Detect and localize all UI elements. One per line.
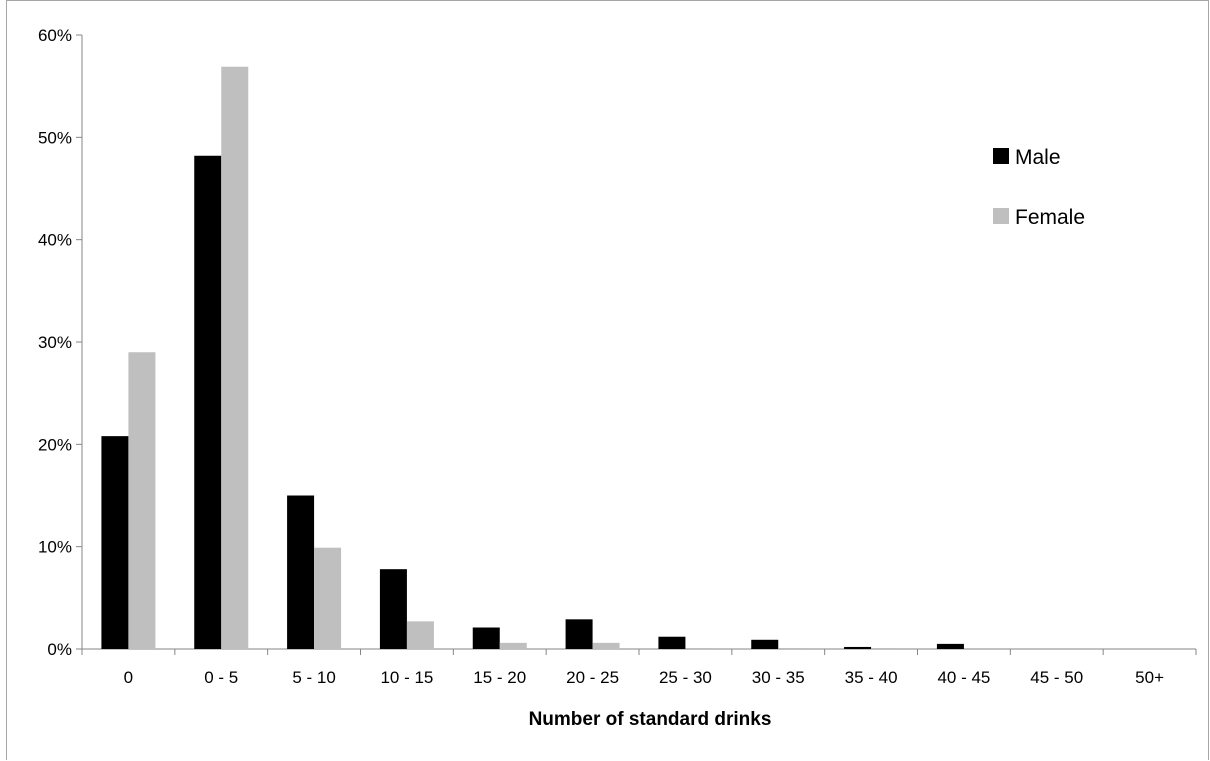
bar-male xyxy=(101,436,129,649)
x-tick-label: 45 - 50 xyxy=(1030,668,1083,687)
x-tick-label: 0 xyxy=(124,668,133,687)
legend: Male Female xyxy=(993,146,1085,229)
y-tick-label: 50% xyxy=(38,128,72,147)
bar-female xyxy=(685,647,713,649)
bar-female xyxy=(592,642,620,649)
bar-female xyxy=(314,547,342,649)
bar-female xyxy=(778,647,806,649)
x-tick-label: 50+ xyxy=(1135,668,1164,687)
bar-female xyxy=(221,66,249,650)
x-tick-label: 0 - 5 xyxy=(204,668,238,687)
y-axis: 0% 10% 20% 30% 40% 50% 60% xyxy=(38,26,83,659)
y-tick-label: 30% xyxy=(38,333,72,352)
bar-male xyxy=(472,627,500,649)
bar-male xyxy=(287,495,315,649)
legend-swatch-male xyxy=(993,148,1009,164)
legend-label-male: Male xyxy=(1015,146,1061,169)
x-axis: 0 0 - 5 5 - 10 10 - 15 15 - 20 20 - 25 25 - 30… xyxy=(81,648,1197,687)
y-tick-label: 0% xyxy=(47,640,72,659)
bar-female xyxy=(128,352,156,649)
y-tick-label: 60% xyxy=(38,26,72,45)
chart-frame xyxy=(6,0,1209,760)
bars xyxy=(101,66,964,650)
x-tick-label: 20 - 25 xyxy=(566,668,619,687)
bar-female xyxy=(499,642,527,649)
bar-male xyxy=(751,639,779,649)
bar-male xyxy=(194,155,222,649)
legend-label-female: Female xyxy=(1015,206,1085,229)
x-tick-label: 40 - 45 xyxy=(937,668,990,687)
bar-male xyxy=(936,643,964,649)
x-tick-label: 35 - 40 xyxy=(845,668,898,687)
y-tick-label: 40% xyxy=(38,231,72,250)
legend-swatch-female xyxy=(993,208,1009,224)
bar-female xyxy=(406,621,434,649)
bar-male xyxy=(844,646,872,649)
x-tick-label: 30 - 35 xyxy=(752,668,805,687)
bar-male xyxy=(379,569,407,649)
bar-male xyxy=(658,636,686,649)
y-tick-label: 20% xyxy=(38,435,72,454)
bar-female xyxy=(871,647,899,649)
x-tick-label: 15 - 20 xyxy=(473,668,526,687)
x-tick-label: 5 - 10 xyxy=(292,668,335,687)
x-tick-label: 10 - 15 xyxy=(380,668,433,687)
y-tick-label: 10% xyxy=(38,538,72,557)
x-tick-label: 25 - 30 xyxy=(659,668,712,687)
bar-male xyxy=(565,619,593,649)
x-axis-label: Number of standard drinks xyxy=(529,709,772,730)
